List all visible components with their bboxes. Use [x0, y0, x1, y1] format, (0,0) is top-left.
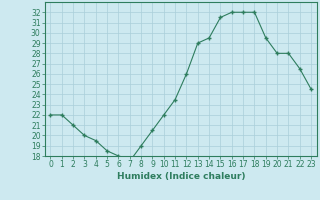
X-axis label: Humidex (Indice chaleur): Humidex (Indice chaleur) [116, 172, 245, 181]
